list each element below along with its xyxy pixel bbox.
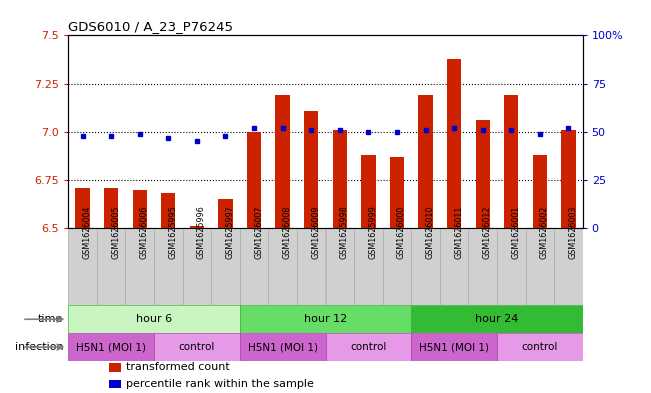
Bar [126, 228, 154, 305]
Text: GSM1626000: GSM1626000 [397, 206, 406, 259]
Bar [411, 305, 583, 333]
Text: GDS6010 / A_23_P76245: GDS6010 / A_23_P76245 [68, 20, 233, 33]
Bar [326, 333, 411, 361]
Bar [390, 157, 404, 228]
Bar [354, 228, 383, 305]
Bar [247, 132, 261, 228]
Text: GSM1626008: GSM1626008 [283, 206, 292, 259]
Text: control: control [179, 342, 215, 352]
Bar [268, 228, 297, 305]
Text: GSM1626012: GSM1626012 [482, 205, 492, 259]
Bar [525, 228, 554, 305]
Bar [76, 188, 90, 228]
Bar [361, 155, 376, 228]
Bar [419, 95, 433, 228]
Bar [561, 130, 575, 228]
Bar [326, 228, 354, 305]
Text: GSM1626011: GSM1626011 [454, 206, 463, 259]
Bar [161, 193, 176, 228]
Text: GSM1626007: GSM1626007 [254, 205, 263, 259]
Text: percentile rank within the sample: percentile rank within the sample [126, 379, 314, 389]
Bar [504, 95, 518, 228]
Bar [240, 228, 268, 305]
Text: control: control [350, 342, 387, 352]
Text: infection: infection [14, 342, 63, 352]
Text: GSM1625995: GSM1625995 [169, 205, 177, 259]
Text: hour 6: hour 6 [136, 314, 172, 324]
Text: control: control [521, 342, 558, 352]
Text: H5N1 (MOI 1): H5N1 (MOI 1) [419, 342, 489, 352]
Bar [468, 228, 497, 305]
Bar [240, 333, 326, 361]
Text: H5N1 (MOI 1): H5N1 (MOI 1) [76, 342, 146, 352]
Bar [411, 333, 497, 361]
Bar [154, 333, 240, 361]
Text: GSM1625996: GSM1625996 [197, 205, 206, 259]
Bar [109, 380, 121, 388]
Bar [211, 228, 240, 305]
Bar [190, 226, 204, 228]
Text: GSM1626009: GSM1626009 [311, 205, 320, 259]
Text: GSM1626005: GSM1626005 [111, 205, 120, 259]
Bar [104, 188, 118, 228]
Bar [383, 228, 411, 305]
Bar [554, 228, 583, 305]
Bar [109, 363, 121, 371]
Bar [533, 155, 547, 228]
Text: H5N1 (MOI 1): H5N1 (MOI 1) [247, 342, 318, 352]
Bar [475, 120, 490, 228]
Text: GSM1626006: GSM1626006 [140, 206, 149, 259]
Bar [440, 228, 468, 305]
Bar [68, 333, 154, 361]
Bar [154, 228, 183, 305]
Bar [497, 228, 525, 305]
Text: GSM1626003: GSM1626003 [568, 206, 577, 259]
Text: hour 12: hour 12 [304, 314, 347, 324]
Bar [68, 228, 97, 305]
Bar [304, 110, 318, 228]
Text: GSM1626004: GSM1626004 [83, 206, 92, 259]
Text: time: time [38, 314, 63, 324]
Bar [97, 228, 126, 305]
Bar [183, 228, 211, 305]
Text: transformed count: transformed count [126, 362, 230, 372]
Text: GSM1626001: GSM1626001 [511, 206, 520, 259]
Text: GSM1625997: GSM1625997 [225, 205, 234, 259]
Bar [497, 333, 583, 361]
Bar [447, 59, 461, 228]
Text: GSM1625998: GSM1625998 [340, 205, 349, 259]
Bar [275, 95, 290, 228]
Bar [333, 130, 347, 228]
Text: GSM1626010: GSM1626010 [426, 206, 434, 259]
Text: GSM1626002: GSM1626002 [540, 205, 549, 259]
Bar [297, 228, 326, 305]
Bar [411, 228, 440, 305]
Text: hour 24: hour 24 [475, 314, 519, 324]
Bar [240, 305, 411, 333]
Text: GSM1625999: GSM1625999 [368, 205, 378, 259]
Bar [68, 305, 240, 333]
Bar [218, 199, 232, 228]
Bar [133, 190, 147, 228]
